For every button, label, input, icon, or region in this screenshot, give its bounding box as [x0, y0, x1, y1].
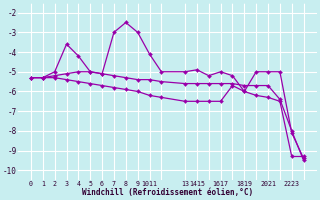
- X-axis label: Windchill (Refroidissement éolien,°C): Windchill (Refroidissement éolien,°C): [82, 188, 253, 197]
